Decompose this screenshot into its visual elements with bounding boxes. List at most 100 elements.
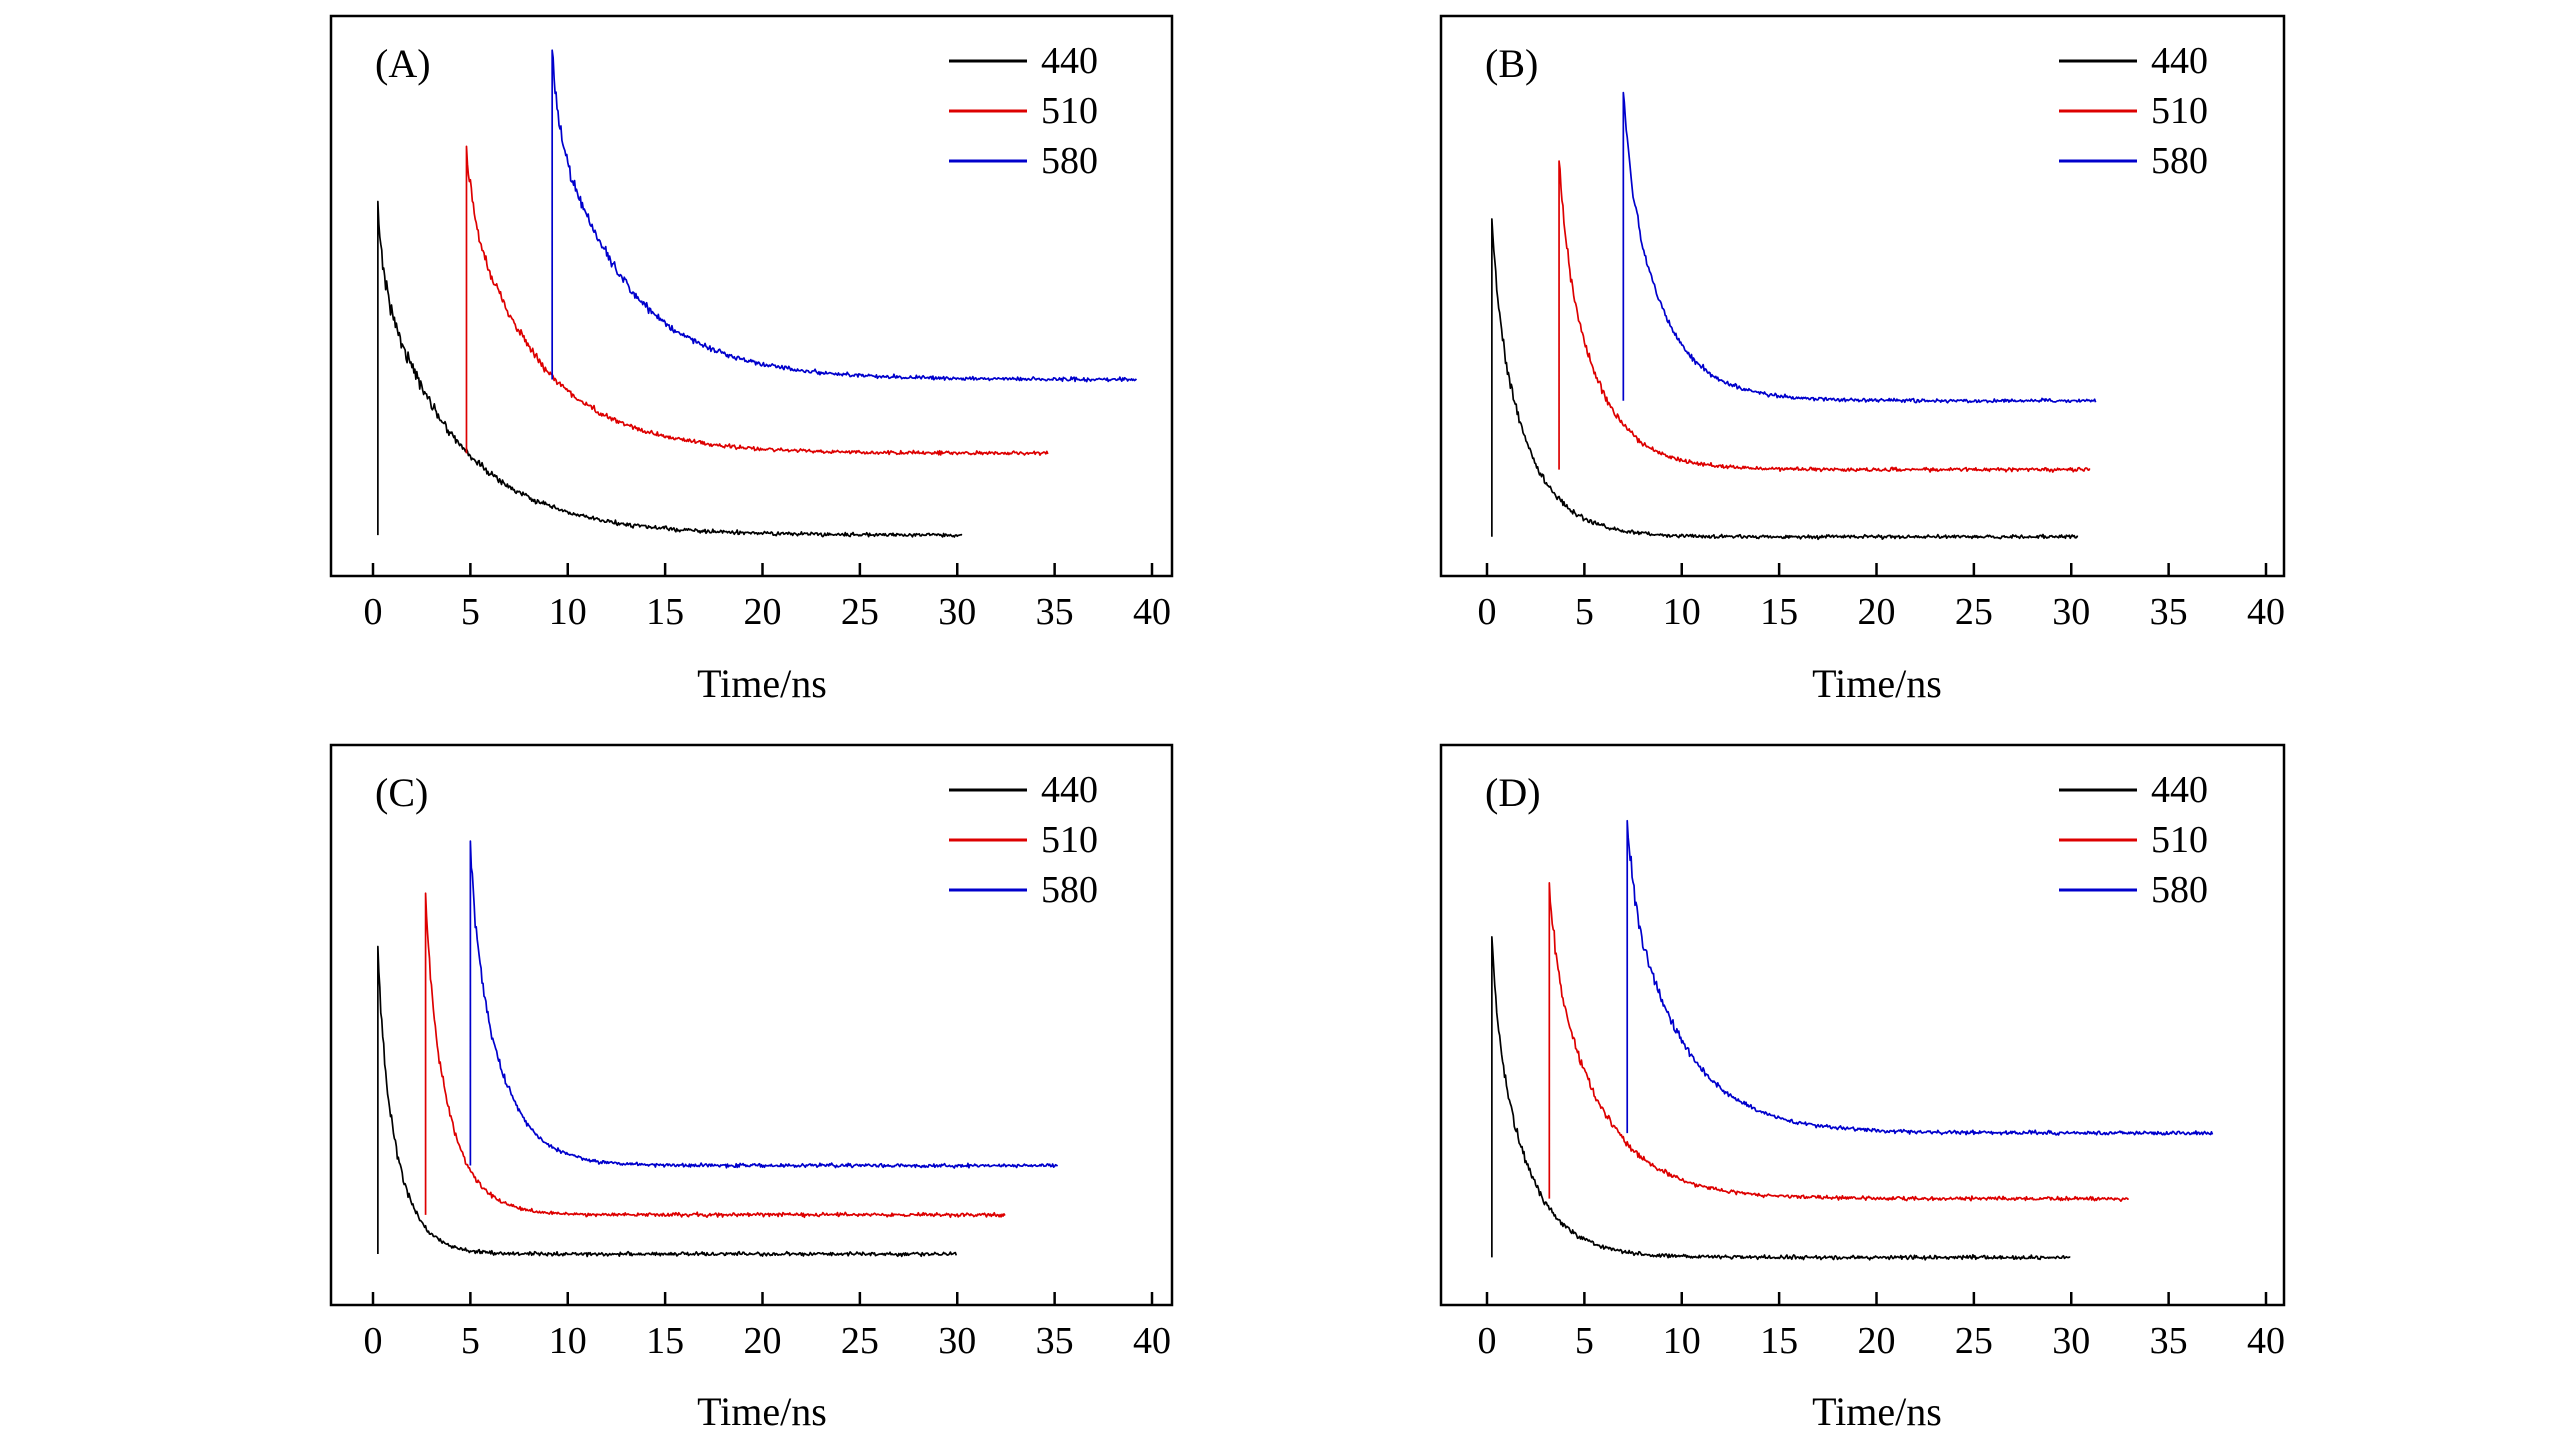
x-tick-label: 0: [1478, 591, 1497, 633]
axes-frame: [329, 743, 1174, 1307]
legend-label-580: 580: [2151, 869, 2208, 911]
x-tick-label: 20: [744, 1320, 782, 1362]
x-tick-label: 30: [2052, 1320, 2090, 1362]
legend-label-510: 510: [2151, 819, 2208, 861]
legend-swatch-510: [949, 109, 1027, 113]
legend-item-440: 440: [949, 36, 1098, 86]
x-tick-label: 35: [1036, 591, 1074, 633]
legend-item-510: 510: [949, 815, 1098, 865]
x-axis-title-A: Time/ns: [697, 661, 827, 706]
legend-label-510: 510: [1041, 819, 1098, 861]
legend-item-440: 440: [2059, 36, 2208, 86]
x-tick-label: 30: [938, 1320, 976, 1362]
x-tick-label: 40: [1133, 1320, 1171, 1362]
x-tick-label: 20: [1858, 591, 1896, 633]
x-tick-label: 20: [1858, 1320, 1896, 1362]
axes-frame: [329, 14, 1174, 578]
x-tick-label: 15: [646, 591, 684, 633]
legend-swatch-510: [949, 838, 1027, 842]
legend-swatch-510: [2059, 838, 2137, 842]
x-axis-title-D: Time/ns: [1812, 1389, 1942, 1434]
legend-swatch-580: [949, 159, 1027, 163]
legend-label-510: 510: [2151, 90, 2208, 132]
x-tick-label: 5: [1575, 1320, 1594, 1362]
axes-frame: [1439, 743, 2286, 1307]
x-tick-label: 25: [1955, 591, 1993, 633]
legend-swatch-440: [949, 788, 1027, 792]
panel-label-D: (D): [1485, 770, 1541, 815]
x-tick-label: 5: [461, 591, 480, 633]
legend-item-440: 440: [949, 765, 1098, 815]
x-tick-label: 40: [2247, 1320, 2285, 1362]
legend-panel-D: 440 510 580: [2059, 765, 2208, 915]
x-tick-label: 10: [1663, 591, 1701, 633]
x-tick-label: 5: [1575, 591, 1594, 633]
legend-item-580: 580: [2059, 136, 2208, 186]
legend-item-510: 510: [949, 86, 1098, 136]
legend-panel-A: 440 510 580: [949, 36, 1098, 186]
x-tick-label: 25: [841, 1320, 879, 1362]
x-tick-label: 15: [1760, 591, 1798, 633]
legend-panel-C: 440 510 580: [949, 765, 1098, 915]
legend-item-580: 580: [2059, 865, 2208, 915]
x-tick-label: 10: [549, 1320, 587, 1362]
legend-swatch-510: [2059, 109, 2137, 113]
x-tick-label: 5: [461, 1320, 480, 1362]
decay-curve-440: [377, 200, 963, 538]
decay-curve-510: [424, 892, 1006, 1219]
decay-curve-580: [469, 840, 1059, 1169]
decay-curve-510: [465, 145, 1049, 456]
legend-swatch-580: [949, 888, 1027, 892]
legend-label-440: 440: [2151, 769, 2208, 811]
decay-curve-510: [1548, 881, 2129, 1203]
decay-curve-580: [1622, 91, 2097, 404]
axes-frame: [1439, 14, 2286, 578]
panel-label-A: (A): [375, 41, 431, 86]
x-tick-label: 15: [646, 1320, 684, 1362]
decay-curve-440: [1491, 218, 2079, 541]
x-tick-label: 0: [364, 591, 383, 633]
x-axis-title-C: Time/ns: [697, 1389, 827, 1434]
x-tick-label: 0: [364, 1320, 383, 1362]
x-tick-label: 10: [1663, 1320, 1701, 1362]
x-tick-label: 15: [1760, 1320, 1798, 1362]
legend-item-580: 580: [949, 865, 1098, 915]
legend-label-510: 510: [1041, 90, 1098, 132]
x-tick-label: 40: [1133, 591, 1171, 633]
decay-curve-580: [1626, 819, 2214, 1136]
x-tick-label: 0: [1478, 1320, 1497, 1362]
decay-curve-440: [377, 945, 958, 1258]
x-axis-title-B: Time/ns: [1812, 661, 1942, 706]
legend-label-580: 580: [1041, 140, 1098, 182]
decay-curve-440: [1491, 936, 2071, 1261]
x-tick-label: 40: [2247, 591, 2285, 633]
legend-label-580: 580: [1041, 869, 1098, 911]
x-tick-label: 30: [2052, 591, 2090, 633]
legend-swatch-440: [2059, 788, 2137, 792]
panel-C: 0 5 10 15 20 25 30 35 40: [329, 743, 1174, 1362]
panel-label-C: (C): [375, 770, 429, 815]
x-tick-label: 30: [938, 591, 976, 633]
panel-A: 0 5 10 15 20 25 30 35 40: [329, 14, 1174, 633]
legend-swatch-580: [2059, 159, 2137, 163]
x-tick-label: 35: [2150, 1320, 2188, 1362]
x-tick-label: 20: [744, 591, 782, 633]
legend-item-440: 440: [2059, 765, 2208, 815]
panel-B: 0 5 10 15 20 25 30 35 40: [1439, 14, 2286, 633]
x-tick-label: 25: [1955, 1320, 1993, 1362]
x-tick-label: 10: [549, 591, 587, 633]
decay-curve-510: [1558, 160, 2091, 473]
legend-label-440: 440: [1041, 40, 1098, 82]
legend-label-440: 440: [2151, 40, 2208, 82]
legend-label-440: 440: [1041, 769, 1098, 811]
legend-swatch-440: [2059, 59, 2137, 63]
x-tick-label: 25: [841, 591, 879, 633]
x-tick-label: 35: [2150, 591, 2188, 633]
x-tick-label: 35: [1036, 1320, 1074, 1362]
legend-item-510: 510: [2059, 815, 2208, 865]
legend-item-510: 510: [2059, 86, 2208, 136]
legend-panel-B: 440 510 580: [2059, 36, 2208, 186]
decay-curve-580: [551, 49, 1138, 383]
